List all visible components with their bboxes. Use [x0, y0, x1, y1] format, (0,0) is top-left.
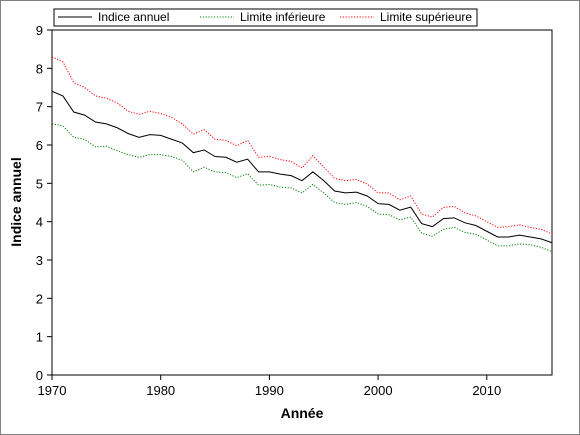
- x-tick-label: 2000: [364, 383, 393, 398]
- y-tick-label: 0: [36, 368, 43, 383]
- x-tick-label: 1990: [255, 383, 284, 398]
- x-axis-ticks: 1970 1980 1990 2000 2010: [38, 375, 501, 398]
- series-line-1: [51, 90, 553, 244]
- y-tick-label: 6: [36, 138, 43, 153]
- y-tick-label: 9: [36, 23, 43, 38]
- legend-box: [53, 8, 478, 27]
- y-tick-label: 8: [36, 61, 43, 76]
- legend-label-2: Limite inférieure: [240, 10, 326, 24]
- y-axis-label: Indice annuel: [8, 157, 24, 246]
- x-tick-label: 1980: [146, 383, 175, 398]
- y-tick-label: 4: [36, 215, 43, 230]
- y-tick-label: 5: [36, 176, 43, 191]
- y-tick-label: 1: [36, 330, 43, 345]
- series-line-2: [51, 123, 553, 253]
- x-tick-label: 2010: [472, 383, 501, 398]
- legend-label-3: Limite supérieure: [380, 10, 472, 24]
- series-lines: [51, 56, 553, 253]
- y-tick-label: 2: [36, 291, 43, 306]
- legend-label-1: Indice annuel: [98, 10, 169, 24]
- y-axis-ticks: 0 1 2 3 4 5 6 7 8 9: [36, 23, 52, 383]
- y-tick-label: 3: [36, 253, 43, 268]
- plot-border: [51, 29, 553, 376]
- y-tick-label: 7: [36, 100, 43, 115]
- series-line-3: [51, 56, 553, 235]
- x-tick-label: 1970: [38, 383, 67, 398]
- plot-area: [51, 29, 553, 376]
- legend: Indice annuel Limite inférieure Limite sup…: [53, 8, 478, 27]
- x-axis-label: Année: [281, 405, 324, 421]
